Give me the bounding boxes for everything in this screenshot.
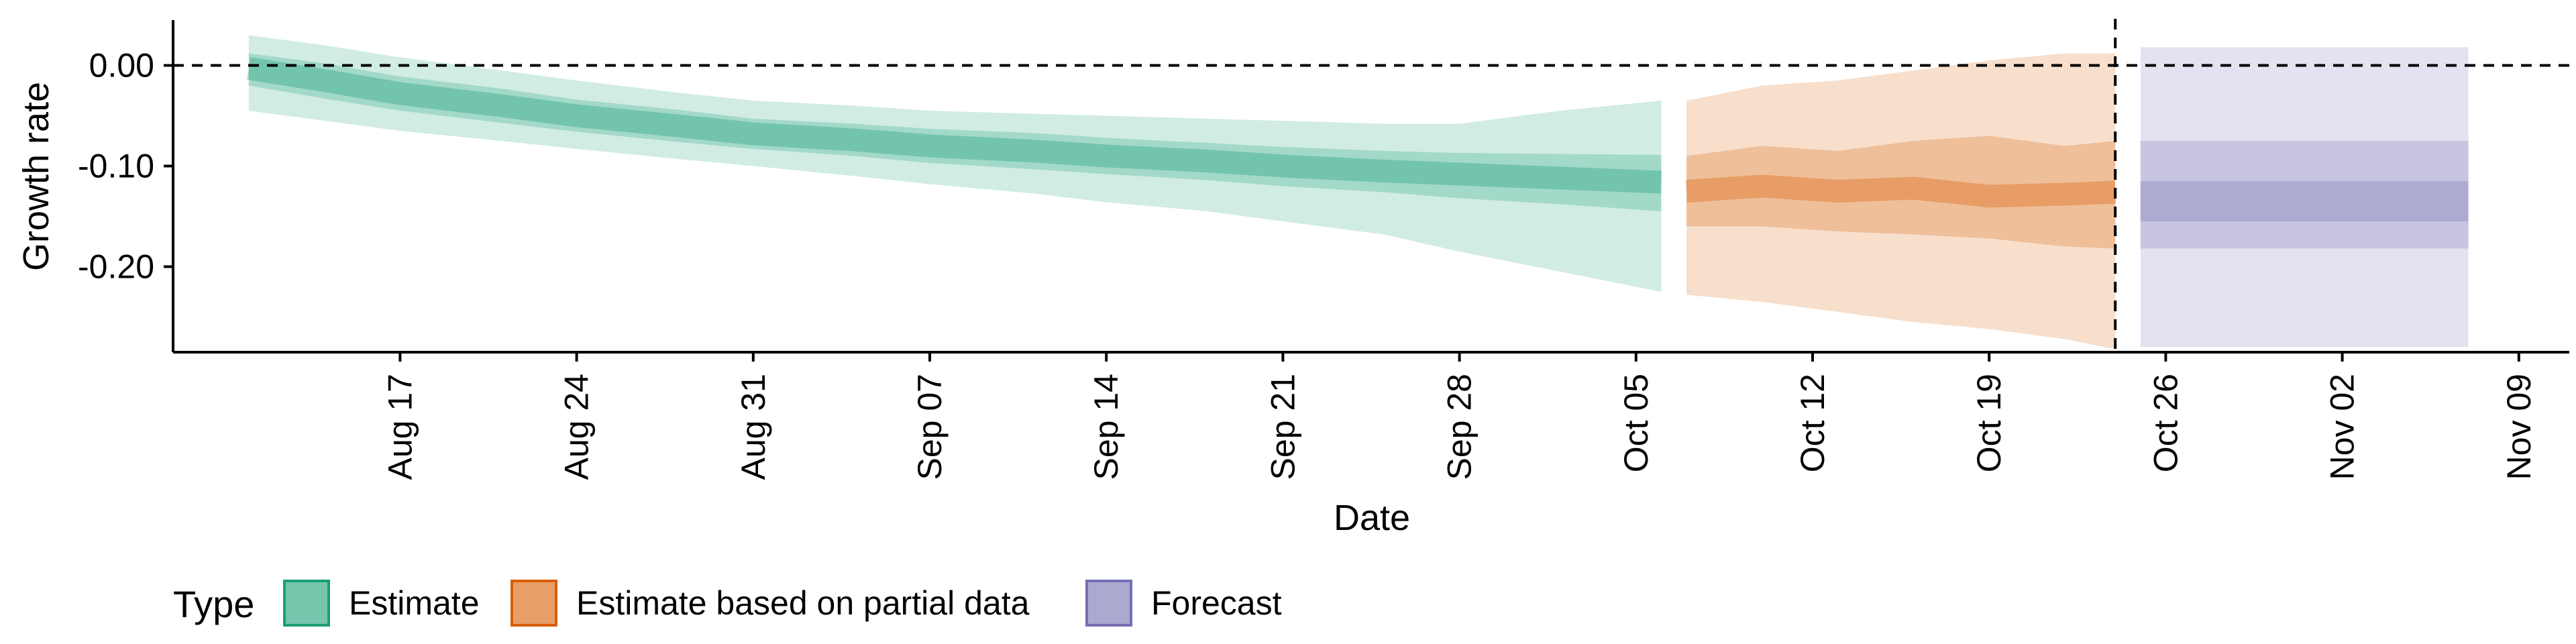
legend-title: Type [173, 583, 254, 625]
y-tick-label: -0.10 [78, 148, 154, 185]
forecast-20ci-band [2140, 181, 2469, 221]
estimate-based-on-partial-data-90ci-band [1686, 53, 2116, 350]
forecast-50ci-band [2140, 141, 2469, 249]
x-tick-label: Oct 26 [2147, 374, 2184, 472]
legend-label-estimate-based-on-partial-data: Estimate based on partial data [576, 584, 1030, 622]
x-tick-label: Oct 05 [1617, 374, 1655, 472]
x-tick-label: Sep 28 [1441, 374, 1479, 480]
x-tick-label: Oct 12 [1794, 374, 1831, 472]
x-tick-label: Nov 02 [2324, 374, 2361, 480]
legend-key-estimate [283, 580, 330, 627]
estimate-90ci-band [248, 35, 1662, 292]
x-tick-label: Oct 19 [1970, 374, 2008, 472]
legend-key-estimate-based-on-partial-data [511, 580, 557, 627]
estimate-50ci-band [248, 53, 1662, 211]
estimate-median-line [247, 57, 1662, 194]
y-axis-title: Growth rate [16, 82, 56, 271]
axes: 0.00 -0.10 -0.20 Aug 17 Aug 24 Aug 31 Sep 07 Se… [78, 20, 2569, 480]
estimate-based-on-partial-data-median-line [1685, 174, 2116, 208]
legend-key-forecast [1085, 580, 1132, 627]
reference-lines [173, 19, 2569, 352]
x-tick-label: Sep 07 [911, 374, 949, 480]
x-tick-label: Sep 21 [1264, 374, 1301, 480]
x-axis-title: Date [1334, 498, 1410, 538]
x-tick-label: Sep 14 [1087, 374, 1125, 480]
bands-layer [248, 35, 2469, 350]
median-layer [247, 57, 2116, 208]
estimate-based-on-partial-data-50ci-band [1686, 136, 2116, 249]
y-tick-label: -0.20 [78, 248, 154, 286]
y-tick-label: 0.00 [89, 47, 154, 85]
x-tick-label: Aug 24 [558, 374, 596, 480]
legend-label-estimate: Estimate [349, 584, 480, 622]
x-tick-label: Nov 09 [2500, 374, 2538, 480]
legend: Type Estimate Estimate based on partial d… [173, 580, 1282, 627]
x-tick-label: Aug 17 [381, 374, 419, 480]
forecast-90ci-band [2140, 47, 2469, 347]
x-tick-label: Aug 31 [735, 374, 772, 480]
legend-label-forecast: Forecast [1151, 584, 1282, 622]
